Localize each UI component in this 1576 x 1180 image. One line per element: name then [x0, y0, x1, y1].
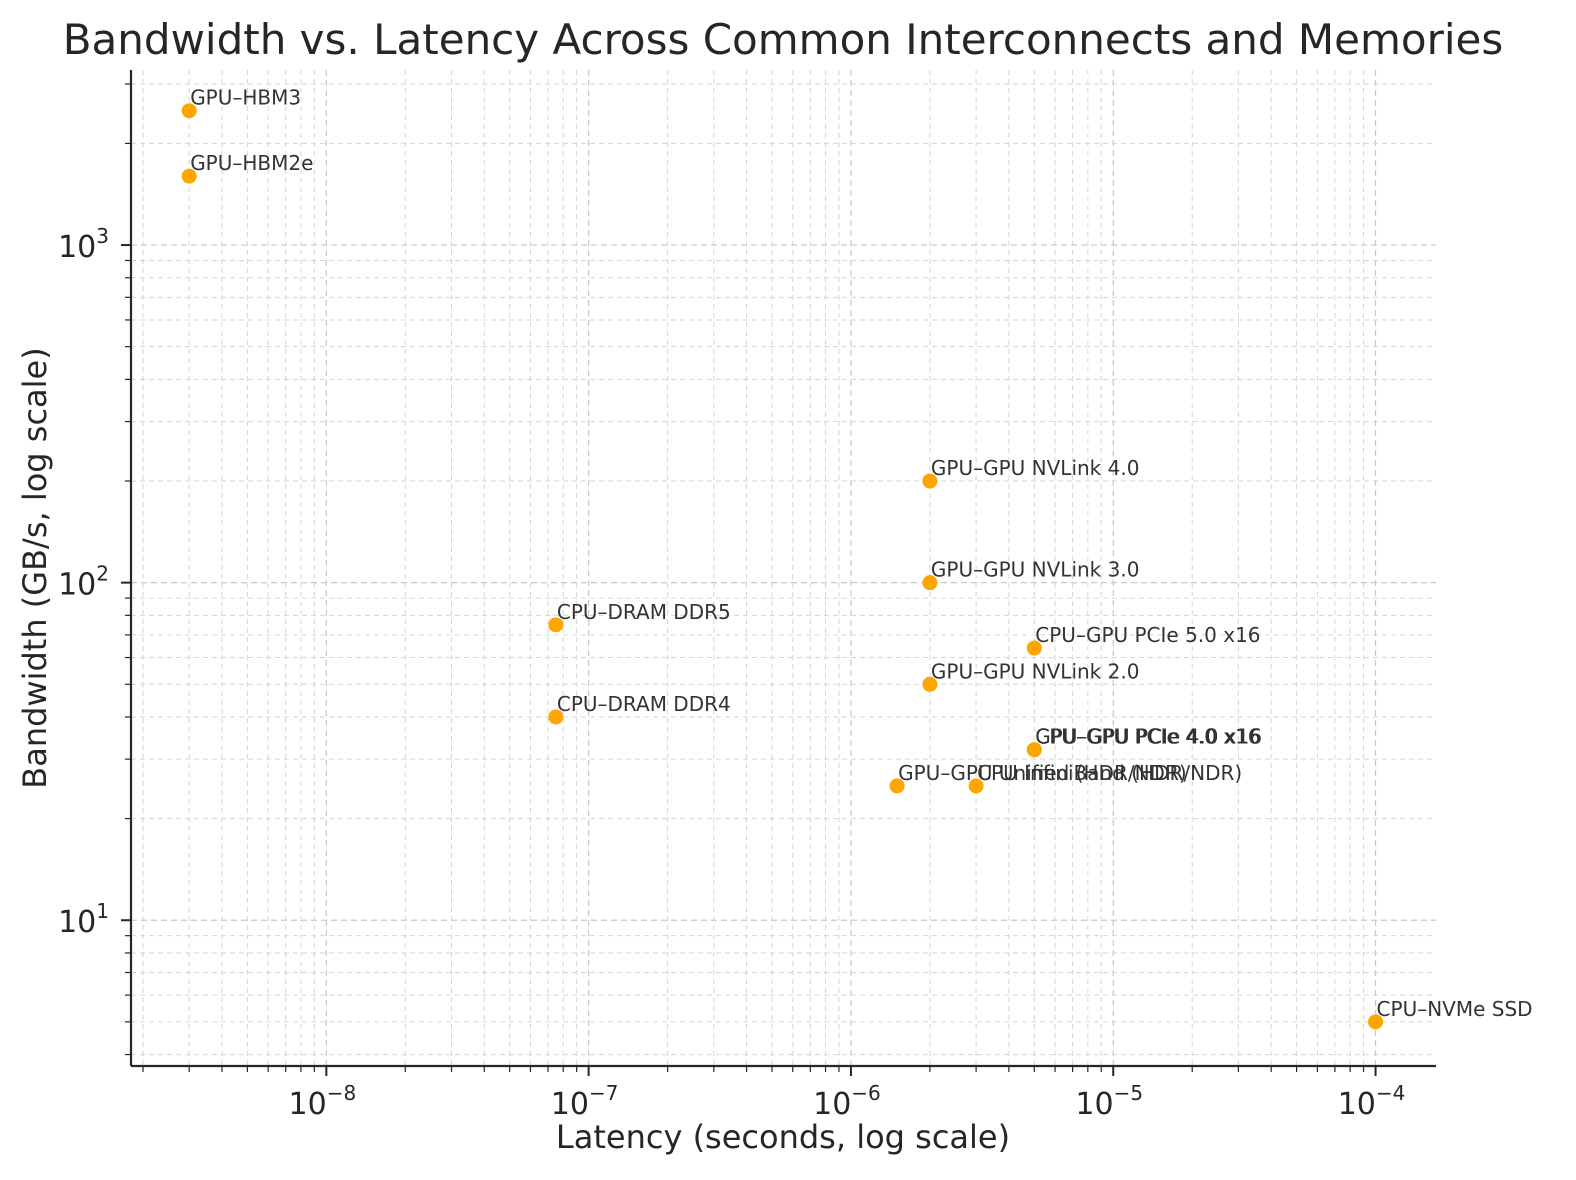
data-point: [181, 103, 197, 119]
data-point: [889, 778, 905, 794]
data-point: [1368, 1014, 1384, 1030]
data-point-label: GPU–GPU NVLink 3.0: [931, 558, 1140, 582]
data-point: [968, 778, 984, 794]
x-axis-label: Latency (seconds, log scale): [556, 1118, 1010, 1156]
data-point-label: CPU–DRAM DDR4: [557, 692, 731, 716]
data-point-label: GPU–HBM3: [190, 86, 301, 110]
x-tick-label: 10−5: [1075, 1081, 1143, 1122]
data-point: [922, 676, 938, 692]
data-point-label: GPU–GPU NVLink 4.0: [931, 456, 1140, 480]
data-points: GPU–HBM3 GPU–HBM2e GPU–GPU NVLink 4.0 GPU–G…: [181, 86, 1533, 1030]
x-tick-label: 10−6: [813, 1081, 881, 1122]
data-point-label: CPU–DRAM DDR5: [557, 600, 731, 624]
y-axis-label: Bandwidth (GB/s, log scale): [16, 347, 54, 788]
axis-ticks: 10−8 10−7 10−6 10−5 10−4 101 102 103: [58, 83, 1406, 1122]
data-point-label: GPU–GPU Unified (HDR/NDR): [898, 761, 1187, 785]
y-tick-label: 102: [58, 562, 109, 603]
data-point: [922, 473, 938, 489]
data-point-label: CPU–NVMe SSD: [1377, 997, 1533, 1021]
data-point: [548, 617, 564, 633]
x-tick-label: 10−8: [289, 1081, 357, 1122]
data-point: [181, 168, 197, 184]
data-point-label: CPU–GPU PCIe 4.0 x16: [1035, 725, 1260, 749]
data-point: [548, 709, 564, 725]
data-point-label: CPU InfiniBand (HDR/NDR): [977, 761, 1242, 785]
data-point-label: CPU–GPU PCIe 5.0 x16: [1035, 623, 1260, 647]
data-point: [1026, 640, 1042, 656]
x-tick-label: 10−4: [1338, 1081, 1406, 1122]
data-point-label: GPU–HBM2e: [190, 151, 313, 175]
data-point-label: GPU–GPU PCIe 4.0 x16: [1035, 725, 1262, 749]
chart-title: Bandwidth vs. Latency Across Common Inte…: [63, 15, 1504, 64]
y-tick-label: 101: [58, 899, 109, 940]
data-point: [922, 575, 938, 591]
data-point: [1026, 742, 1042, 758]
y-tick-label: 103: [58, 224, 109, 265]
grid: [131, 70, 1436, 1066]
data-point-label: GPU–GPU NVLink 2.0: [931, 659, 1140, 683]
x-tick-label: 10−7: [551, 1081, 619, 1122]
